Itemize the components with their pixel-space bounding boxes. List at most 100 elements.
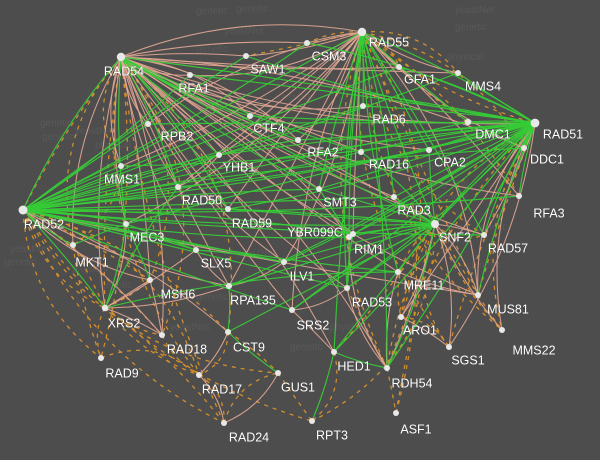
graph-node-rad57[interactable] bbox=[481, 232, 487, 238]
node-label-mre11: MRE11 bbox=[404, 278, 445, 292]
node-label-rpa135: RPA135 bbox=[230, 293, 276, 307]
node-label-hed1: HED1 bbox=[337, 359, 370, 373]
edge-physical bbox=[22, 115, 251, 211]
graph-node-mms4[interactable] bbox=[455, 70, 461, 76]
graph-node-cpa2[interactable] bbox=[426, 147, 432, 153]
graph-node-ctf4[interactable] bbox=[247, 113, 253, 119]
graph-node-gus1[interactable] bbox=[275, 370, 281, 376]
graph-node-aro1[interactable] bbox=[398, 314, 404, 320]
edge-physical bbox=[72, 223, 127, 246]
graph-node-rad24[interactable] bbox=[221, 420, 227, 426]
node-label-sgs1: SGS1 bbox=[451, 353, 484, 367]
graph-node-rim1[interactable] bbox=[346, 234, 352, 240]
graph-node-rfa3[interactable] bbox=[516, 193, 522, 199]
edge-physical bbox=[398, 66, 536, 124]
graph-node-mus81[interactable] bbox=[475, 292, 481, 298]
edge-yeastnet bbox=[434, 223, 503, 331]
graph-node-mms22[interactable] bbox=[499, 327, 505, 333]
graph-node-rfa2[interactable] bbox=[295, 137, 301, 143]
graph-node-rfa1[interactable] bbox=[187, 72, 193, 78]
edge-genetic bbox=[120, 56, 299, 141]
edge-genetic bbox=[120, 56, 388, 369]
edge-physical bbox=[361, 31, 399, 273]
graph-node-gfa1[interactable] bbox=[396, 64, 402, 70]
graph-node-rpt3[interactable] bbox=[309, 418, 315, 424]
node-label-rpb2: RPB2 bbox=[161, 129, 194, 143]
graph-node-mms1[interactable] bbox=[118, 163, 124, 169]
edge-genetic bbox=[291, 309, 335, 353]
graph-node-rad16[interactable] bbox=[358, 149, 364, 155]
edge-physical bbox=[318, 31, 363, 190]
edge-yeastnet bbox=[161, 334, 200, 376]
graph-node-asf1[interactable] bbox=[393, 410, 399, 416]
graph-node-srs2[interactable] bbox=[289, 307, 295, 313]
graph-node-mec3[interactable] bbox=[123, 221, 129, 227]
graph-node-mkt1[interactable] bbox=[70, 242, 76, 248]
edge-physical bbox=[227, 208, 436, 225]
graph-node-dmc1[interactable] bbox=[464, 118, 472, 126]
edge-physical bbox=[360, 151, 436, 225]
graph-node-rad52[interactable] bbox=[18, 205, 28, 215]
graph-node-rad9[interactable] bbox=[98, 355, 104, 361]
node-label-rim1: RIM1 bbox=[354, 242, 384, 256]
graph-node-yhb1[interactable] bbox=[216, 152, 222, 158]
edge-physical bbox=[348, 223, 436, 238]
graph-node-rad6[interactable] bbox=[360, 103, 366, 109]
edge-physical bbox=[22, 209, 354, 235]
edge-physical bbox=[22, 209, 106, 309]
watermark-text: genetic bbox=[468, 260, 500, 271]
graph-node-cst9[interactable] bbox=[225, 329, 231, 335]
edge-physical bbox=[477, 122, 536, 296]
node-label-rad53: RAD53 bbox=[352, 295, 392, 309]
edge-physical bbox=[177, 122, 536, 188]
watermark-text: yeastNet bbox=[455, 5, 495, 16]
graph-node-xrs2[interactable] bbox=[101, 304, 109, 312]
graph-node-slx5[interactable] bbox=[193, 247, 199, 253]
graph-node-rad59[interactable] bbox=[225, 206, 231, 212]
graph-node-rad51[interactable] bbox=[530, 118, 540, 128]
graph-node-rad50[interactable] bbox=[175, 184, 181, 190]
graph-node-rad53[interactable] bbox=[344, 285, 350, 291]
node-label-rad18: RAD18 bbox=[167, 342, 207, 356]
graph-node-snf2[interactable] bbox=[431, 220, 439, 228]
graph-node-rad3[interactable] bbox=[391, 194, 397, 200]
graph-node-mre11[interactable] bbox=[395, 269, 401, 275]
edge-physical bbox=[22, 72, 459, 211]
graph-node-rdh54[interactable] bbox=[384, 365, 390, 371]
edge-genetic bbox=[198, 331, 229, 376]
graph-node-rpb2[interactable] bbox=[145, 121, 151, 127]
edge-physical bbox=[228, 122, 536, 287]
graph-node-rad54[interactable] bbox=[116, 52, 126, 62]
graph-node-msh6[interactable] bbox=[147, 277, 153, 283]
graph-node-ddc1[interactable] bbox=[521, 145, 527, 151]
graph-node-rad17[interactable] bbox=[196, 372, 202, 378]
watermark-text: genetic bbox=[196, 292, 228, 303]
edge-physical bbox=[120, 56, 320, 190]
edge-genetic bbox=[22, 209, 163, 336]
node-label-rdh54: RDH54 bbox=[392, 376, 433, 390]
watermark-text: physical bbox=[72, 264, 108, 275]
edge-physical bbox=[120, 56, 229, 210]
edge-yeastnet bbox=[120, 56, 233, 333]
edge-yeastnet bbox=[96, 307, 106, 359]
graph-node-rad18[interactable] bbox=[159, 332, 165, 338]
node-layer[interactable] bbox=[18, 27, 540, 426]
graph-node-hed1[interactable] bbox=[331, 349, 337, 355]
watermark-text: genetic bbox=[415, 162, 447, 173]
graph-node-sgs1[interactable] bbox=[446, 344, 452, 350]
graph-node-ilv1[interactable] bbox=[281, 259, 287, 265]
edge-genetic bbox=[198, 374, 225, 424]
watermark-text: yeastNet bbox=[224, 26, 264, 37]
edge-physical bbox=[457, 72, 536, 124]
watermark-text: genetic bbox=[40, 118, 72, 129]
graph-node-rad55[interactable] bbox=[357, 27, 367, 37]
graph-node-csm3[interactable] bbox=[304, 40, 310, 46]
graph-node-rpa135[interactable] bbox=[226, 283, 232, 289]
graph-node-smt3[interactable] bbox=[316, 186, 322, 192]
graph-node-saw1[interactable] bbox=[243, 53, 249, 59]
edge-physical bbox=[311, 351, 335, 422]
watermark-text: yeastNet bbox=[383, 298, 423, 309]
edge-yeastnet bbox=[434, 223, 479, 296]
